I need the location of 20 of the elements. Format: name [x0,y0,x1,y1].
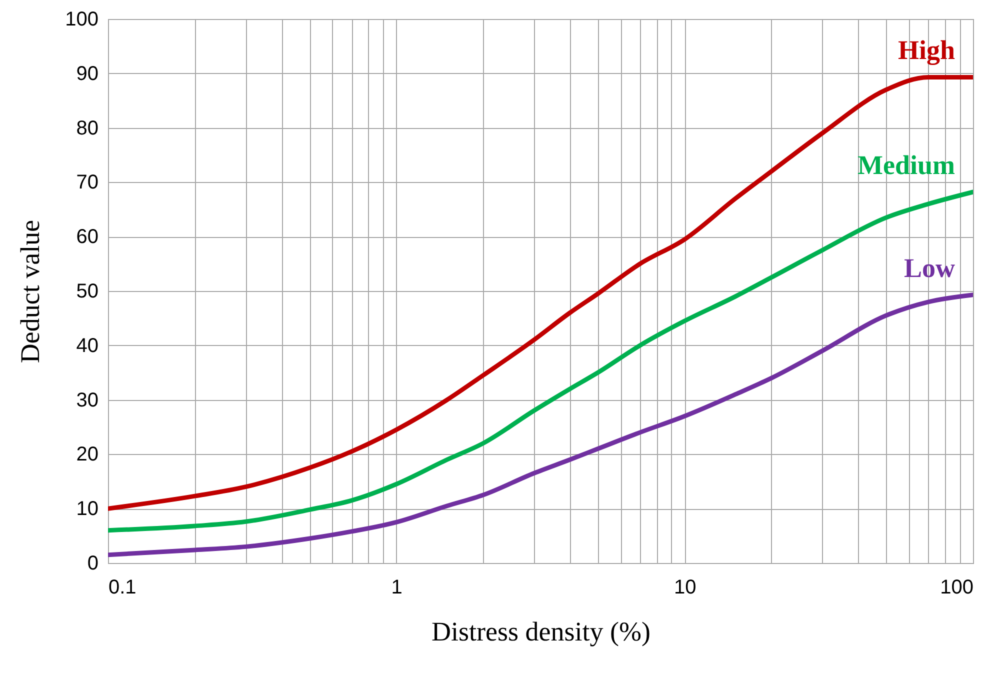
y-tick-label: 50 [76,280,98,302]
y-tick-label: 40 [76,334,98,357]
x-tick-label: 0.1 [108,576,136,598]
x-tick-label: 10 [674,576,696,598]
x-tick-label: 100 [940,576,974,598]
y-tick-label: 60 [76,226,98,248]
y-tick-label: 20 [76,444,98,466]
x-axis-title: Distress density (%) [432,616,650,646]
y-tick-label: 0 [87,552,98,574]
x-tick-label: 1 [391,576,402,598]
y-tick-label: 70 [76,172,98,194]
series-label: Low [904,252,956,283]
y-tick-label: 100 [65,8,98,30]
y-tick-label: 80 [76,117,98,140]
y-tick-label: 30 [76,389,98,412]
series-label: Medium [858,150,956,180]
y-axis-title: Deduct value [15,220,46,364]
y-tick-label: 90 [76,62,98,85]
y-tick-label: 10 [76,498,98,520]
series-label: High [898,35,955,66]
